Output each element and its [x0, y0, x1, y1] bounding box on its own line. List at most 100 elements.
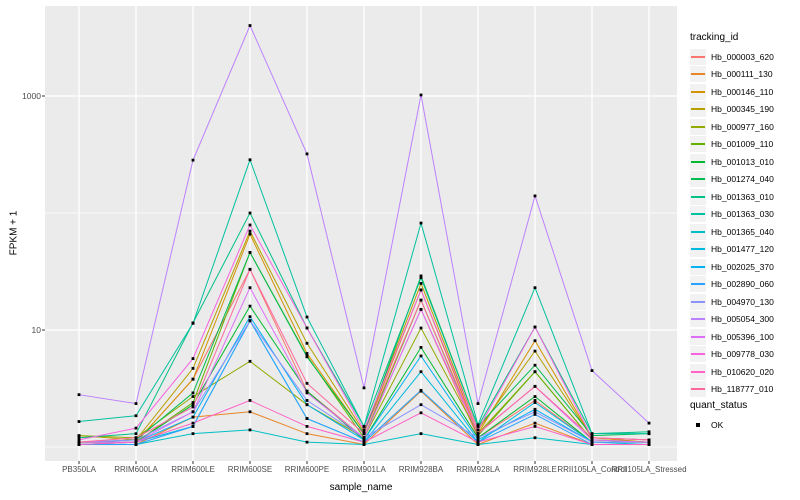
legend-key-icon: [690, 153, 706, 170]
legend-entry: Hb_002025_370: [690, 258, 774, 276]
data-point: [647, 430, 651, 434]
data-point: [191, 415, 195, 419]
data-point: [134, 440, 138, 444]
data-point: [590, 434, 594, 438]
data-point: [476, 443, 480, 446]
data-point: [533, 325, 537, 329]
data-point: [533, 410, 537, 414]
legend-key-icon: [690, 118, 706, 135]
data-point: [476, 428, 480, 432]
legend-label: Hb_002025_370: [711, 261, 774, 272]
data-point: [305, 341, 309, 345]
data-point: [191, 410, 195, 414]
data-point: [305, 352, 309, 355]
x-tick-label: RRIM600PE: [284, 465, 330, 474]
data-point: [362, 424, 366, 428]
data-point: [476, 424, 480, 428]
data-point: [191, 366, 195, 370]
ok-point-icon: [690, 417, 706, 433]
data-point: [419, 307, 423, 311]
legend-label: Hb_000146_110: [711, 86, 774, 97]
legend-label: Hb_002890_060: [711, 279, 774, 290]
data-point: [590, 432, 594, 436]
legend-entry: Hb_001365_040: [690, 223, 774, 241]
data-point: [191, 424, 195, 428]
data-point: [362, 443, 366, 446]
data-point: [248, 251, 252, 254]
legend-entries: Hb_000003_620 Hb_000111_130 Hb_000146_110 H…: [690, 48, 774, 398]
data-point: [647, 421, 651, 425]
data-point: [248, 267, 252, 271]
data-point: [590, 440, 594, 444]
x-tick-label: RRIM901LA: [342, 465, 386, 474]
legend-key-icon: [690, 171, 706, 188]
data-point: [134, 414, 138, 418]
data-point: [533, 407, 537, 411]
x-tick-label: RRII105LA_Control: [557, 465, 627, 474]
data-point: [134, 402, 138, 405]
data-point: [248, 223, 252, 227]
data-point: [305, 355, 309, 359]
data-point: [419, 354, 423, 358]
legend-label: Hb_118777_010: [711, 384, 774, 395]
data-point: [533, 436, 537, 440]
legend-label: Hb_000003_620: [711, 51, 774, 62]
data-point: [77, 443, 81, 446]
x-tick-label: RRIM928LE: [513, 465, 557, 474]
data-point: [305, 381, 309, 385]
data-point: [419, 298, 423, 302]
data-point: [419, 411, 423, 415]
data-point: [77, 436, 81, 440]
data-point: [476, 440, 480, 444]
legend-key-icon: [690, 293, 706, 310]
legend-key-icon: [690, 276, 706, 293]
data-point: [533, 412, 537, 416]
data-point: [305, 152, 309, 156]
data-point: [362, 440, 366, 444]
data-point: [647, 438, 651, 442]
data-point: [419, 388, 423, 392]
legend-key-icon: [690, 83, 706, 100]
data-point: [248, 232, 252, 236]
legend-label: Hb_010620_020: [711, 366, 774, 377]
data-point: [305, 403, 309, 407]
legend-entry: Hb_001013_010: [690, 153, 774, 171]
data-point: [419, 403, 423, 407]
data-point: [191, 395, 195, 398]
data-point: [362, 438, 366, 442]
legend-label: Hb_009778_030: [711, 349, 774, 360]
legend-quant: quant_status OK: [690, 400, 747, 434]
data-point: [134, 426, 138, 430]
legend-entry: Hb_001363_010: [690, 188, 774, 206]
y-axis-title: FPKM + 1: [8, 210, 20, 256]
data-point: [419, 370, 423, 374]
legend-key-icon: [690, 258, 706, 275]
legend-label: Hb_005396_100: [711, 331, 774, 342]
legend-entry: Hb_000345_190: [690, 101, 774, 119]
legend-label: Hb_004970_130: [711, 296, 774, 307]
legend-title-tracking: tracking_id: [690, 32, 739, 43]
legend-label: Hb_001365_040: [711, 226, 774, 237]
legend-label: Hb_001363_010: [711, 191, 774, 202]
data-point: [248, 410, 252, 414]
data-point: [419, 282, 423, 285]
data-point: [476, 434, 480, 438]
legend-key-icon: [690, 223, 706, 240]
legend-label: Hb_000111_130: [711, 69, 773, 80]
legend-entry: Hb_000003_620: [690, 48, 774, 66]
legend-key-icon: [690, 101, 706, 118]
data-point: [191, 377, 195, 381]
legend-label: Hb_001363_030: [711, 209, 774, 220]
data-point: [248, 315, 252, 319]
data-point: [248, 158, 252, 162]
data-point: [248, 428, 252, 432]
data-point: [419, 221, 423, 225]
data-point: [305, 326, 309, 330]
data-point: [533, 395, 537, 398]
data-point: [77, 440, 81, 444]
data-point: [362, 436, 366, 440]
legend-label: Hb_001013_010: [711, 156, 774, 167]
data-point: [476, 402, 480, 405]
data-point: [191, 321, 195, 325]
